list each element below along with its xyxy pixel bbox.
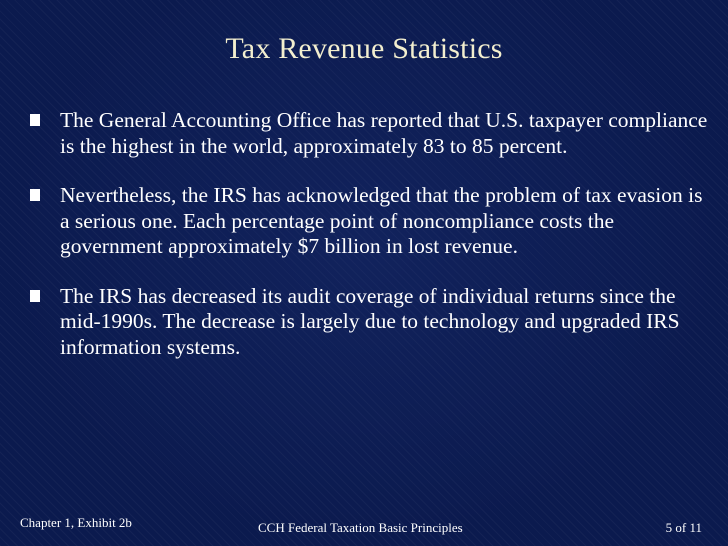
square-bullet-icon xyxy=(30,114,40,126)
bullet-list: The General Accounting Office has report… xyxy=(30,108,710,384)
square-bullet-icon xyxy=(30,189,40,201)
bullet-item: Nevertheless, the IRS has acknowledged t… xyxy=(30,183,710,260)
footer-course-title: CCH Federal Taxation Basic Principles xyxy=(258,520,463,535)
bullet-text: The IRS has decreased its audit coverage… xyxy=(60,283,680,359)
footer-page-number: 5 of 11 xyxy=(665,520,702,535)
bullet-text: The General Accounting Office has report… xyxy=(60,108,708,158)
bullet-text: Nevertheless, the IRS has acknowledged t… xyxy=(60,183,703,258)
slide-title: Tax Revenue Statistics xyxy=(225,32,503,65)
square-bullet-icon xyxy=(30,289,40,302)
footer-chapter-label: Chapter 1, Exhibit 2b xyxy=(20,515,132,530)
bullet-item: The General Accounting Office has report… xyxy=(30,108,710,159)
bullet-item: The IRS has decreased its audit coverage… xyxy=(30,284,710,361)
